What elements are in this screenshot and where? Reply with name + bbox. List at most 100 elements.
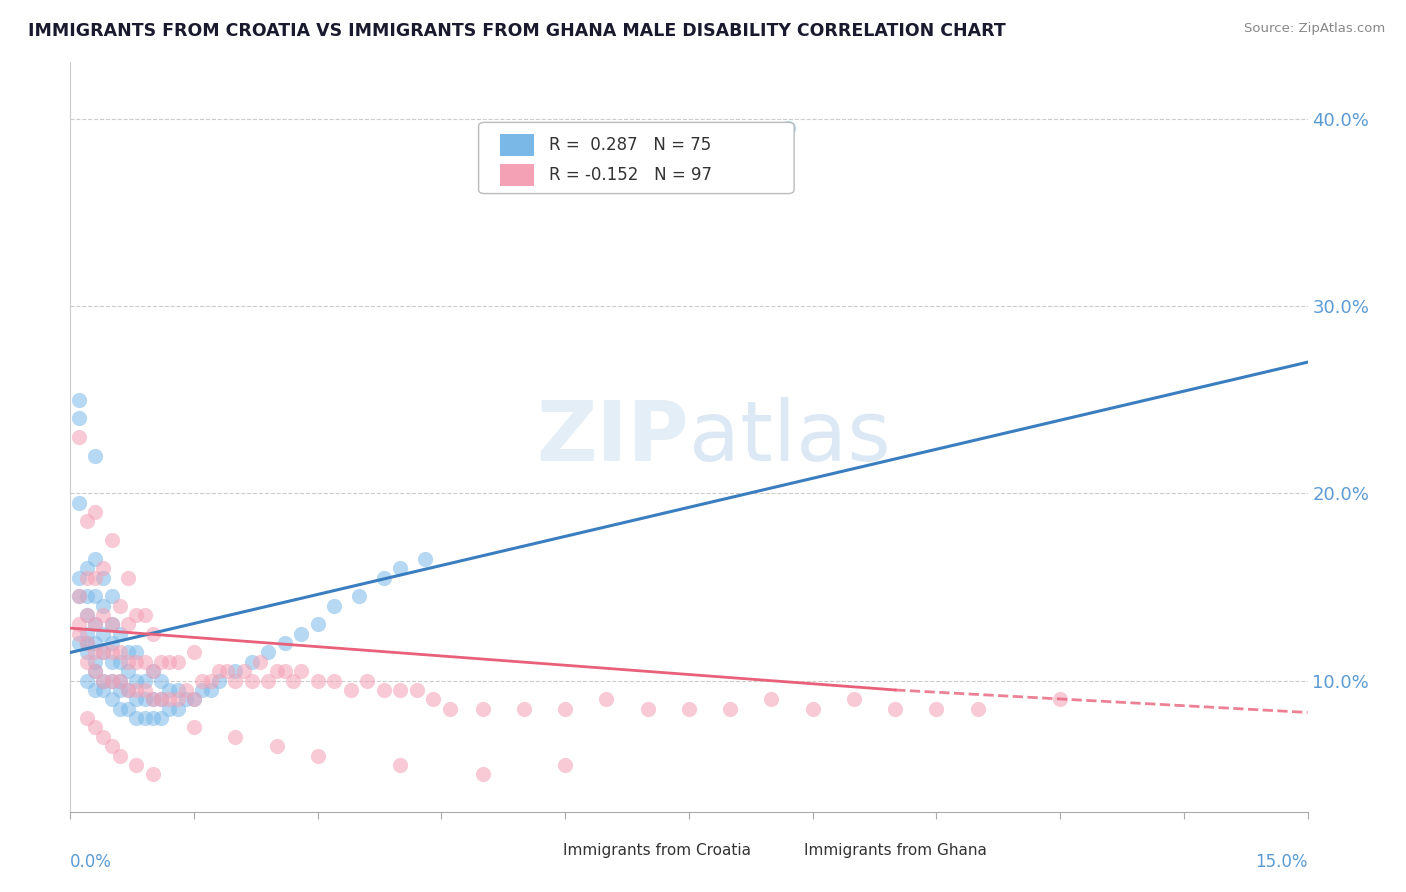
Point — [150, 692, 173, 706]
Point — [91, 673, 114, 688]
Point — [125, 608, 148, 623]
Point — [84, 664, 107, 678]
Point — [67, 636, 90, 650]
Point — [91, 646, 114, 660]
Point — [84, 571, 107, 585]
Point — [91, 599, 114, 613]
Point — [67, 430, 90, 444]
Point — [422, 692, 444, 706]
Point — [76, 608, 98, 623]
FancyBboxPatch shape — [478, 122, 794, 194]
Point — [108, 646, 131, 660]
Point — [678, 701, 700, 715]
Point — [150, 692, 173, 706]
Point — [183, 692, 205, 706]
Point — [67, 392, 90, 407]
Point — [76, 590, 98, 604]
Point — [157, 683, 180, 698]
Point — [117, 683, 139, 698]
Text: 0.0%: 0.0% — [70, 853, 112, 871]
Point — [142, 664, 165, 678]
Text: atlas: atlas — [689, 397, 890, 477]
Point — [100, 673, 122, 688]
Point — [166, 692, 188, 706]
Point — [339, 683, 361, 698]
Point — [183, 646, 205, 660]
Point — [84, 683, 107, 698]
Point — [405, 683, 427, 698]
Point — [67, 496, 90, 510]
Point — [84, 617, 107, 632]
Point — [117, 617, 139, 632]
Point — [215, 664, 238, 678]
Point — [108, 626, 131, 640]
Point — [323, 673, 346, 688]
Point — [240, 673, 263, 688]
Point — [84, 449, 107, 463]
Text: Source: ZipAtlas.com: Source: ZipAtlas.com — [1244, 22, 1385, 36]
Point — [925, 701, 948, 715]
Point — [200, 683, 222, 698]
Point — [100, 673, 122, 688]
Point — [471, 701, 494, 715]
Point — [91, 626, 114, 640]
Point — [100, 655, 122, 669]
Point — [134, 673, 156, 688]
Point — [108, 655, 131, 669]
Point — [240, 655, 263, 669]
Point — [100, 646, 122, 660]
Point — [76, 636, 98, 650]
Point — [142, 692, 165, 706]
Point — [91, 673, 114, 688]
Point — [117, 655, 139, 669]
Point — [191, 683, 214, 698]
Point — [174, 683, 197, 698]
Point — [67, 590, 90, 604]
Point — [637, 701, 659, 715]
Point — [274, 636, 297, 650]
Point — [183, 692, 205, 706]
Point — [108, 673, 131, 688]
Point — [142, 626, 165, 640]
FancyBboxPatch shape — [499, 134, 534, 156]
Point — [274, 664, 297, 678]
Point — [84, 636, 107, 650]
Point — [373, 571, 395, 585]
Point — [373, 683, 395, 698]
Point — [134, 692, 156, 706]
Point — [208, 664, 231, 678]
Point — [76, 561, 98, 575]
Point — [67, 411, 90, 425]
Point — [257, 673, 280, 688]
Point — [67, 626, 90, 640]
Point — [718, 701, 741, 715]
FancyBboxPatch shape — [769, 841, 797, 860]
Point — [134, 655, 156, 669]
Point — [266, 739, 288, 753]
Point — [91, 683, 114, 698]
Point — [84, 505, 107, 519]
Point — [142, 692, 165, 706]
Point — [1049, 692, 1071, 706]
Point — [307, 748, 329, 763]
Point — [125, 673, 148, 688]
Point — [91, 561, 114, 575]
Point — [134, 608, 156, 623]
Point — [76, 514, 98, 528]
Point — [67, 617, 90, 632]
Point — [471, 767, 494, 781]
Point — [166, 701, 188, 715]
Point — [166, 655, 188, 669]
Point — [67, 571, 90, 585]
Point — [108, 673, 131, 688]
Point — [100, 590, 122, 604]
Point — [347, 590, 370, 604]
Point — [224, 730, 246, 744]
Point — [142, 767, 165, 781]
Point — [356, 673, 378, 688]
Point — [76, 711, 98, 725]
Text: Immigrants from Ghana: Immigrants from Ghana — [804, 843, 987, 858]
Point — [208, 673, 231, 688]
Point — [76, 571, 98, 585]
Point — [232, 664, 254, 678]
